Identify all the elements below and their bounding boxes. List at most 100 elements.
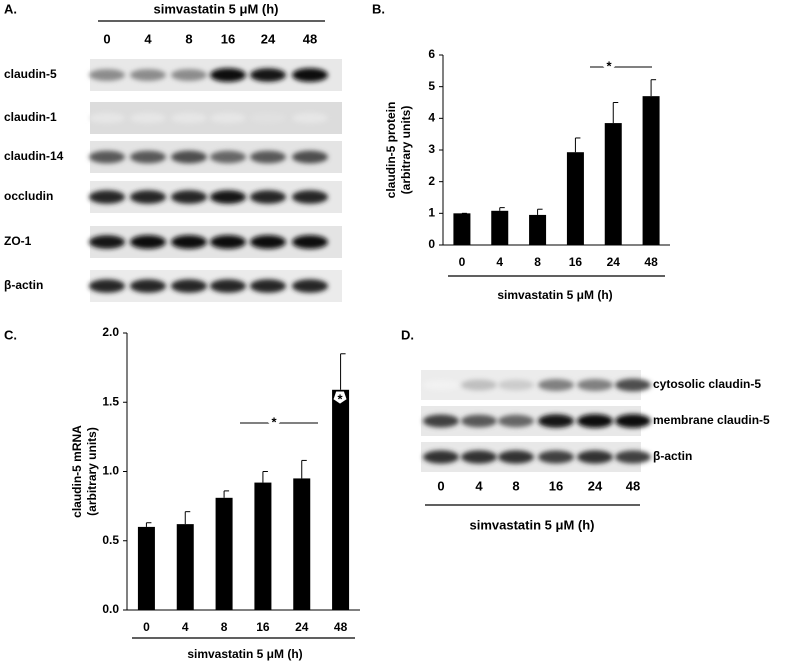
- row-label: cytosolic claudin-5: [653, 377, 761, 391]
- y-tick-label: 5: [428, 79, 435, 93]
- band: [292, 68, 328, 82]
- band: [89, 190, 125, 204]
- row-label: β-actin: [653, 449, 692, 463]
- error-bar: [650, 79, 657, 97]
- band: [461, 379, 497, 391]
- lane-label: 8: [185, 31, 192, 46]
- band: [130, 279, 166, 293]
- row-label: claudin-5: [4, 67, 57, 81]
- band: [171, 69, 207, 81]
- bar: [137, 526, 155, 610]
- band: [89, 69, 125, 81]
- band: [130, 235, 166, 249]
- band: [577, 379, 613, 391]
- x-tick-label: 0: [459, 255, 466, 269]
- bar: [491, 210, 509, 245]
- annotation: *: [606, 58, 612, 73]
- lane-label: 0: [103, 31, 110, 46]
- error-bar: [574, 137, 581, 153]
- error-bar: [262, 471, 268, 483]
- band: [171, 235, 207, 249]
- panel-label: D.: [401, 327, 414, 342]
- lane-label: 48: [303, 31, 317, 46]
- row-label: ZO-1: [4, 234, 32, 248]
- error-bar: [537, 208, 543, 215]
- x-tick-label: 48: [644, 255, 658, 269]
- band: [89, 235, 125, 249]
- band: [250, 279, 286, 293]
- band: [461, 450, 497, 464]
- band: [130, 150, 166, 164]
- band: [210, 235, 246, 249]
- band: [615, 378, 651, 392]
- x-tick-label: 24: [295, 620, 309, 634]
- band: [89, 150, 125, 164]
- blot-header: simvastatin 5 μM (h): [154, 1, 279, 16]
- y-axis-label: claudin-5 mRNA: [70, 425, 84, 518]
- y-tick-label: 0: [428, 237, 435, 251]
- band: [250, 235, 286, 249]
- y-tick-label: 0.0: [102, 602, 119, 616]
- band: [292, 235, 328, 249]
- annotation: *: [271, 414, 277, 429]
- band: [423, 450, 459, 464]
- y-tick-label: 0.5: [102, 533, 119, 547]
- x-tick-label: 48: [334, 620, 348, 634]
- band: [538, 450, 574, 464]
- lane-label: 24: [588, 478, 603, 493]
- x-tick-label: 8: [221, 620, 228, 634]
- x-tick-label: 4: [496, 255, 503, 269]
- y-axis-label: (arbitrary units): [85, 427, 99, 516]
- error-bar: [612, 102, 619, 124]
- band: [615, 450, 651, 464]
- band: [577, 450, 613, 464]
- y-axis-label: (arbitrary units): [399, 106, 413, 195]
- band: [250, 150, 286, 164]
- lane-label: 24: [261, 31, 276, 46]
- band: [130, 112, 166, 124]
- lane-label: 16: [221, 31, 235, 46]
- x-tick-label: 0: [143, 620, 150, 634]
- bar: [529, 214, 547, 245]
- y-tick-label: 1.5: [102, 394, 119, 408]
- band: [89, 279, 125, 293]
- row-label: claudin-14: [4, 149, 64, 163]
- lane-label: 0: [437, 478, 444, 493]
- band: [292, 112, 328, 124]
- bar: [293, 478, 311, 610]
- bar: [332, 389, 350, 610]
- band: [210, 112, 246, 124]
- error-bar: [145, 522, 152, 527]
- band: [498, 414, 534, 428]
- band: [250, 68, 286, 82]
- band: [423, 379, 459, 391]
- lane-label: 48: [626, 478, 640, 493]
- x-tick-label: 24: [607, 255, 621, 269]
- y-tick-label: 3: [428, 142, 435, 156]
- band: [423, 414, 459, 428]
- x-tick-label: 16: [569, 255, 583, 269]
- x-axis-label: simvastatin 5 μM (h): [187, 647, 302, 661]
- bar: [215, 497, 233, 610]
- y-tick-label: 2: [428, 174, 435, 188]
- error-bar: [499, 207, 505, 211]
- bar: [176, 524, 194, 610]
- x-tick-label: 8: [534, 255, 541, 269]
- panel-label: C.: [4, 327, 17, 342]
- x-axis-label: simvastatin 5 μM (h): [470, 517, 595, 532]
- band: [292, 190, 328, 204]
- y-tick-label: 1.0: [102, 464, 119, 478]
- bar: [254, 482, 272, 610]
- error-bar: [340, 353, 346, 390]
- band: [210, 190, 246, 204]
- band: [210, 68, 246, 82]
- bar: [566, 152, 584, 245]
- y-tick-label: 1: [428, 206, 435, 220]
- x-tick-label: 4: [182, 620, 189, 634]
- lane-label: 4: [475, 478, 483, 493]
- error-bar: [184, 511, 191, 525]
- row-label: claudin-1: [4, 110, 57, 124]
- y-axis-label: claudin-5 protein: [384, 102, 398, 199]
- band: [292, 279, 328, 293]
- error-bar: [301, 459, 307, 479]
